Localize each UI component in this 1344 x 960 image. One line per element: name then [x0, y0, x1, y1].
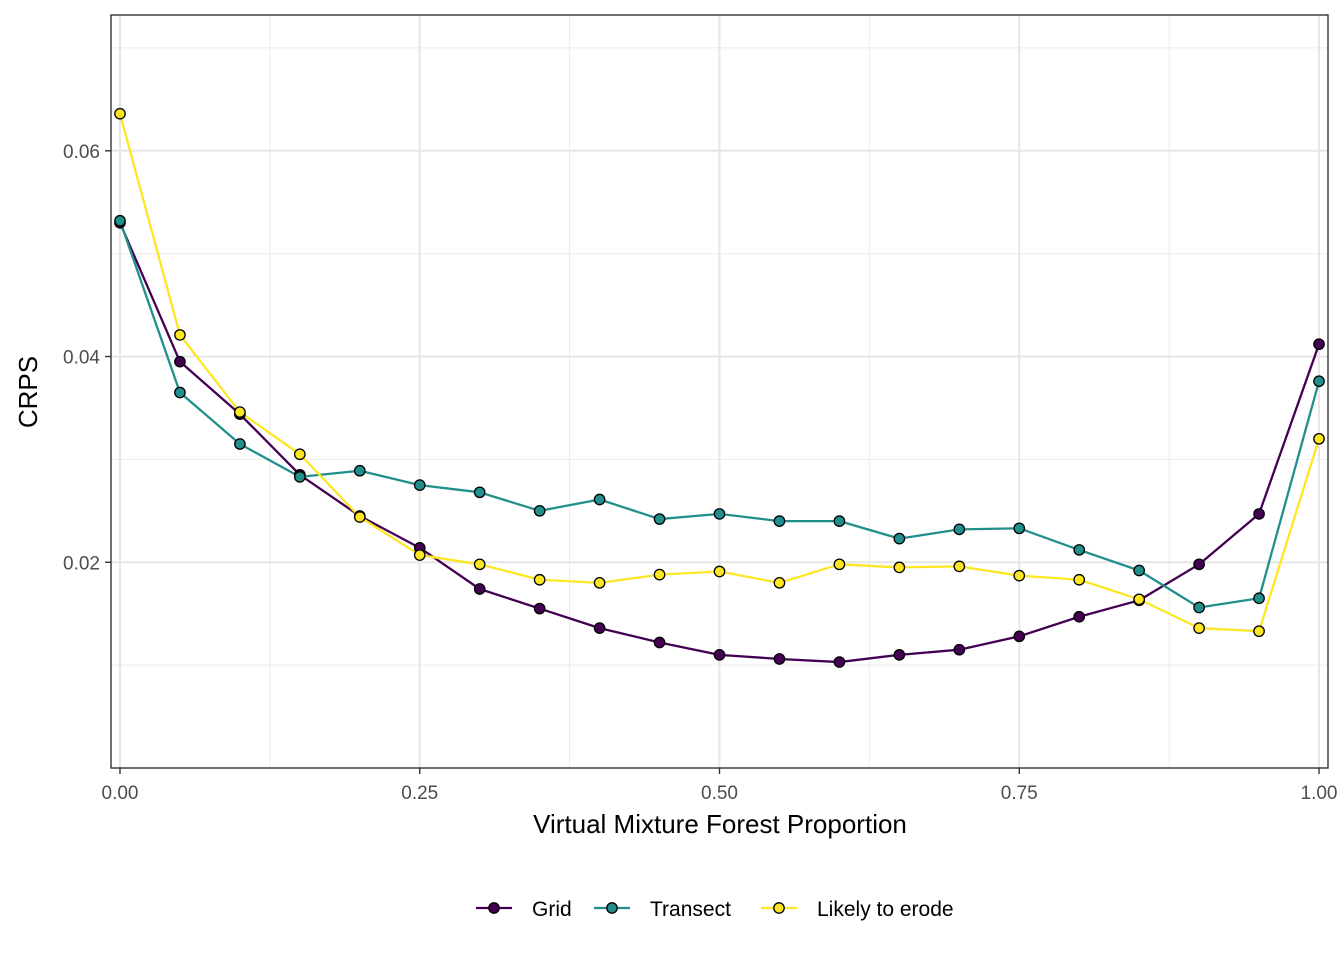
y-tick-label: 0.06 [63, 142, 100, 163]
data-point-grid [473, 583, 486, 595]
y-axis: 0.02 0.04 0.06 [63, 142, 111, 574]
data-point-transect [773, 515, 786, 527]
data-point-likely-to-erode [114, 107, 126, 120]
data-point-likely-to-erode [473, 558, 486, 571]
x-tick-label: 0.00 [102, 783, 139, 804]
plot-panel [110, 14, 1329, 769]
legend-item-grid: Grid [476, 898, 572, 921]
data-point-grid [713, 648, 726, 661]
data-point-grid [1253, 508, 1265, 520]
data-point-transect [234, 438, 246, 450]
data-point-transect [293, 471, 306, 483]
data-point-transect [533, 504, 546, 517]
data-point-transect [893, 532, 906, 545]
x-axis-title: Virtual Mixture Forest Proportion [533, 809, 907, 839]
data-point-grid [653, 636, 666, 649]
data-point-transect [653, 513, 666, 525]
data-point-likely-to-erode [773, 576, 786, 589]
data-point-grid [1013, 630, 1026, 643]
data-point-likely-to-erode [1313, 432, 1325, 445]
data-point-likely-to-erode [1073, 573, 1086, 586]
y-tick-label: 0.02 [63, 553, 100, 574]
data-point-grid [1193, 558, 1205, 571]
data-point-likely-to-erode [353, 511, 366, 523]
grid-lines [111, 15, 1328, 768]
data-point-transect [1013, 522, 1026, 535]
data-point-transect [114, 214, 126, 227]
data-point-likely-to-erode [713, 565, 726, 578]
data-point-grid [953, 643, 966, 656]
data-point-transect [593, 493, 606, 506]
x-tick-label: 0.50 [701, 783, 738, 804]
data-point-transect [1193, 601, 1205, 614]
y-axis-title: CRPS [13, 356, 43, 428]
data-point-transect [713, 508, 726, 520]
data-point-transect [833, 515, 846, 527]
data-point-likely-to-erode [1193, 622, 1205, 634]
data-point-likely-to-erode [293, 448, 306, 461]
x-axis: 0.00 0.25 0.50 0.75 1.00 [102, 768, 1338, 804]
data-point-grid [1073, 610, 1086, 623]
data-point-grid [833, 656, 846, 668]
legend-label: Likely to erode [817, 898, 954, 921]
data-point-likely-to-erode [593, 576, 606, 589]
data-point-likely-to-erode [1133, 593, 1146, 606]
data-point-likely-to-erode [413, 549, 426, 561]
data-point-transect [1313, 375, 1325, 388]
data-point-likely-to-erode [833, 558, 846, 571]
x-tick-label: 1.00 [1301, 783, 1338, 804]
data-point-likely-to-erode [1013, 569, 1026, 582]
legend-item-likely-to-erode: Likely to erode [761, 898, 954, 921]
legend: Grid Transect Likely to erode [476, 898, 954, 921]
legend-label: Transect [650, 898, 731, 921]
legend-label: Grid [532, 898, 572, 921]
data-point-transect [174, 386, 186, 399]
data-point-transect [1253, 592, 1265, 605]
data-point-transect [1073, 544, 1086, 556]
legend-key-point [773, 902, 785, 914]
data-point-grid [773, 653, 786, 665]
data-point-likely-to-erode [533, 573, 546, 586]
data-point-grid [174, 355, 186, 368]
data-point-transect [953, 523, 966, 536]
data-point-transect [413, 479, 426, 491]
data-point-likely-to-erode [653, 568, 666, 581]
data-point-transect [473, 486, 486, 499]
data-point-grid [593, 622, 606, 634]
data-point-likely-to-erode [953, 560, 966, 573]
data-point-likely-to-erode [1253, 625, 1265, 638]
x-tick-label: 0.25 [401, 783, 438, 804]
data-point-transect [353, 464, 366, 477]
x-tick-label: 0.75 [1001, 783, 1038, 804]
data-point-likely-to-erode [234, 406, 246, 418]
data-point-grid [1313, 338, 1325, 351]
data-point-transect [1133, 564, 1146, 577]
data-point-likely-to-erode [174, 329, 186, 341]
data-point-grid [533, 602, 546, 615]
legend-item-transect: Transect [594, 898, 731, 921]
data-point-grid [893, 648, 906, 661]
data-point-likely-to-erode [893, 561, 906, 574]
legend-key-point [488, 902, 500, 914]
series-points [114, 107, 1325, 668]
legend-key-point [606, 902, 618, 914]
y-tick-label: 0.04 [63, 348, 100, 369]
